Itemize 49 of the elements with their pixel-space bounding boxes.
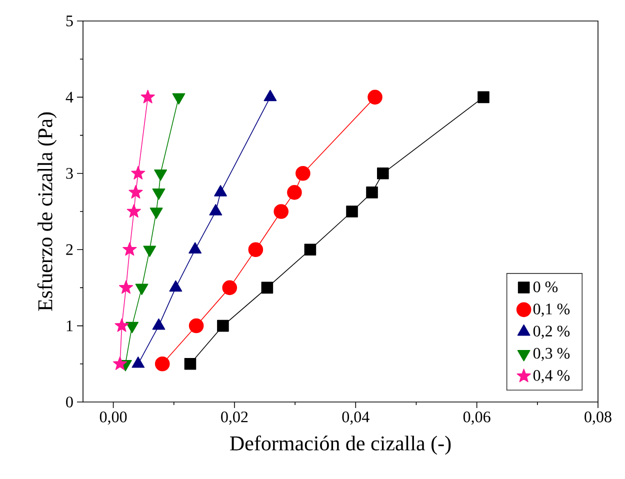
- point: [122, 242, 137, 256]
- point: [169, 280, 182, 292]
- point: [264, 90, 277, 102]
- point: [296, 166, 310, 181]
- point: [248, 242, 264, 257]
- point: [287, 185, 302, 200]
- point: [152, 318, 166, 330]
- point: [140, 90, 155, 104]
- y-tick-label: 3: [66, 168, 73, 179]
- point: [222, 280, 238, 296]
- point: [209, 204, 222, 216]
- x-tick-label: 0,04: [342, 412, 370, 425]
- x-tick-label: 0,08: [584, 412, 612, 425]
- point: [377, 167, 389, 180]
- y-tick-label: 4: [66, 92, 74, 102]
- point: [368, 90, 382, 105]
- point: [118, 280, 134, 294]
- point: [366, 186, 378, 198]
- point: [184, 358, 196, 370]
- y-tick-label: 2: [66, 244, 73, 255]
- y-tick-label: 1: [66, 320, 73, 332]
- point: [132, 356, 145, 368]
- x-tick-label: 0,06: [463, 412, 490, 425]
- y-axis-title: Esfuerzo de cizalla (Pa): [37, 112, 57, 311]
- point: [478, 91, 490, 104]
- x-tick-label: 0,00: [100, 412, 127, 425]
- point: [126, 204, 141, 218]
- y-tick-label: 5: [66, 16, 73, 26]
- point: [261, 282, 274, 294]
- y-tick-label: 0: [66, 396, 73, 408]
- point: [114, 318, 129, 332]
- point: [214, 185, 227, 196]
- point: [346, 206, 358, 218]
- point: [112, 356, 128, 370]
- x-axis-title: Deformación de cizalla (-): [230, 435, 451, 455]
- point: [188, 242, 202, 254]
- point: [131, 166, 146, 180]
- point: [128, 185, 143, 199]
- point: [154, 356, 170, 372]
- legend-label: 0,1 %: [533, 304, 570, 317]
- legend-label: 0,3 %: [533, 348, 570, 361]
- x-tick-label: 0,02: [221, 412, 248, 425]
- point: [304, 244, 316, 256]
- legend-label: 0,4 %: [533, 370, 570, 384]
- point: [274, 204, 289, 219]
- point: [217, 320, 229, 332]
- legend-label: 0 %: [533, 281, 558, 292]
- point: [188, 318, 204, 334]
- legend-label: 0,2 %: [533, 326, 570, 339]
